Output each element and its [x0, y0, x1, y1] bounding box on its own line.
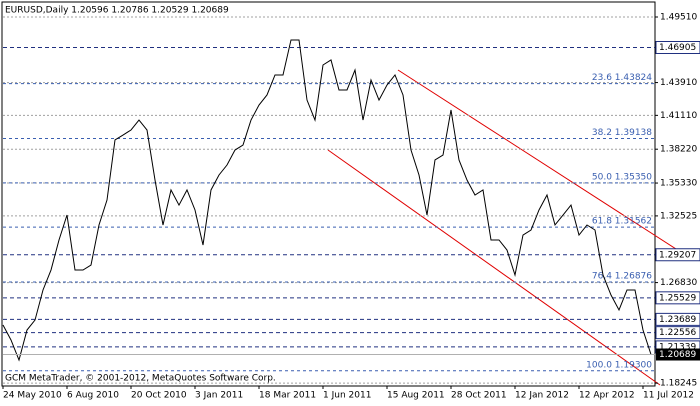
x-tick-label: 6 Aug 2010: [67, 391, 119, 401]
x-tick-label: 12 Apr 2012: [579, 391, 635, 401]
channel-lower: [327, 149, 661, 386]
y-tick-label: 1.38220: [660, 145, 697, 155]
y-tick-label: 1.18245: [660, 379, 697, 389]
x-tick-label: 15 Aug 2011: [387, 391, 445, 401]
x-tick-label: 24 May 2010: [3, 391, 62, 401]
fib-label: 23.6 1.43824: [592, 73, 652, 83]
level-box: [655, 312, 700, 326]
y-tick-label: 1.26830: [660, 278, 697, 288]
channel-upper: [397, 69, 691, 259]
level-box: [655, 291, 700, 305]
level-label: 1.22556: [659, 328, 696, 338]
current-price-box: [656, 348, 700, 361]
fib-label: 38.2 1.39138: [592, 128, 652, 138]
level-label: 1.46905: [659, 43, 696, 53]
x-tick-label: 3 Jan 2011: [195, 391, 243, 401]
fib-label: 61.8 1.31562: [592, 217, 652, 227]
footer: GCM MetaTrader, © 2001-2012, MetaQuotes …: [5, 374, 276, 384]
x-tick-label: 11 Jul 2012: [643, 391, 694, 401]
level-label: 1.29207: [659, 250, 696, 260]
y-tick-label: 1.35330: [660, 179, 697, 189]
chart-title: EURUSD,Daily 1.20596 1.20786 1.20529 1.2…: [5, 6, 229, 16]
level-label: 1.21339: [659, 342, 696, 352]
x-tick-label: 20 Oct 2010: [131, 391, 187, 401]
fib-label: 76.4 1.26876: [592, 272, 652, 282]
plot-frame: [1, 1, 656, 387]
x-tick-label: 18 Mar 2011: [259, 391, 316, 401]
x-tick-label: 12 Jan 2012: [515, 391, 569, 401]
fib-label: 100.0 1.19300: [586, 360, 652, 370]
y-tick-label: 1.41110: [660, 111, 697, 121]
fib-label: 50.0 1.35350: [592, 172, 652, 182]
x-tick-label: 28 Oct 2011: [451, 391, 507, 401]
y-tick-label: 1.43910: [660, 78, 697, 88]
level-label: 1.23689: [659, 315, 696, 325]
x-tick-label: 1 Jun 2011: [323, 391, 371, 401]
level-box: [655, 248, 700, 262]
level-label: 1.25529: [659, 293, 696, 303]
level-box: [655, 326, 700, 340]
current-price-label: 1.20689: [659, 350, 696, 360]
y-tick-label: 1.49510: [660, 12, 697, 22]
level-box: [655, 40, 700, 54]
y-tick-label: 1.32525: [660, 211, 697, 221]
price-line: [2, 39, 652, 362]
